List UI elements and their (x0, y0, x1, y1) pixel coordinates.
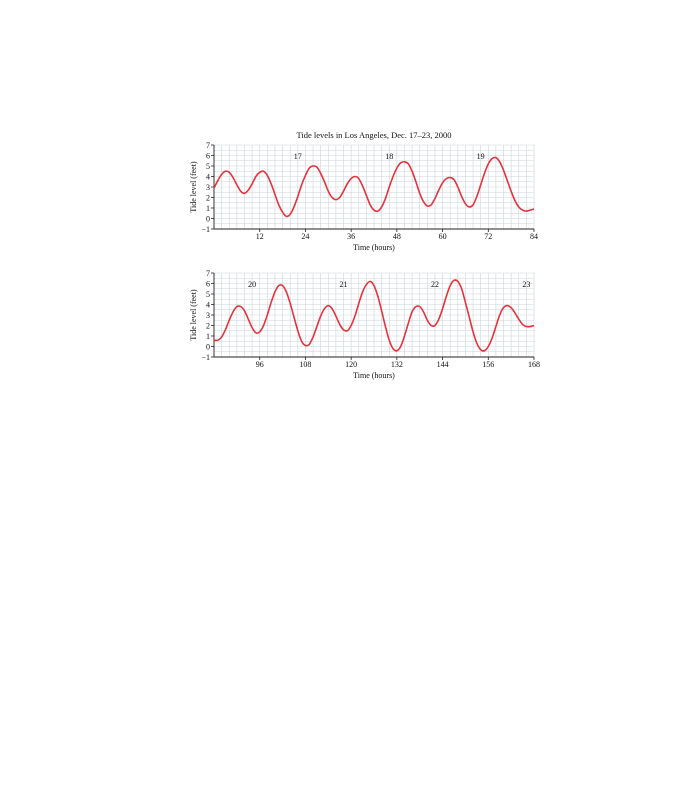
x-tick-label: 96 (256, 360, 264, 369)
x-tick-label: 12 (256, 232, 264, 241)
gridlines (213, 144, 535, 230)
y-tick-label: 6 (206, 152, 210, 161)
y-tick-label: 1 (206, 204, 210, 213)
y-tick-label: 7 (206, 141, 210, 150)
y-axis-label: Tide level (feet) (189, 289, 198, 341)
day-label: 20 (248, 280, 256, 289)
y-axis-label: Tide level (feet) (189, 161, 198, 213)
x-tick-label: 168 (528, 360, 540, 369)
y-tick-label: −1 (201, 225, 210, 234)
y-tick-label: 3 (206, 183, 210, 192)
chart-title: Tide levels in Los Angeles, Dec. 17–23, … (296, 130, 451, 140)
x-tick-label: 156 (482, 360, 494, 369)
day-label: 18 (385, 152, 393, 161)
y-tick-label: 0 (206, 215, 210, 224)
day-label: 19 (477, 152, 485, 161)
day-label: 22 (431, 280, 439, 289)
gridlines (213, 272, 535, 358)
x-tick-label: 108 (299, 360, 311, 369)
day-label: 23 (522, 280, 530, 289)
x-tick-label: 36 (347, 232, 355, 241)
y-tick-label: 1 (206, 332, 210, 341)
tide-series (213, 279, 535, 352)
y-tick-label: 4 (206, 173, 210, 182)
y-tick-labels: −10 12 34 56 7 (201, 141, 214, 234)
y-tick-label: −1 (201, 353, 210, 362)
x-tick-label: 60 (439, 232, 447, 241)
x-tick-labels: 12 24 36 48 60 72 84 (256, 229, 538, 241)
y-tick-label: 5 (206, 290, 210, 299)
x-tick-label: 132 (391, 360, 403, 369)
x-tick-label: 144 (437, 360, 449, 369)
y-tick-label: 0 (206, 343, 210, 352)
y-tick-label: 2 (206, 194, 210, 203)
x-tick-label: 24 (301, 232, 309, 241)
day-label: 17 (294, 152, 302, 161)
day-labels: 17 18 19 (294, 152, 485, 161)
y-tick-label: 4 (206, 301, 210, 310)
y-tick-label: 7 (206, 269, 210, 278)
x-tick-labels: 96 108 120 132 144 156 168 (256, 357, 540, 369)
tide-level-line (213, 279, 535, 352)
y-tick-label: 6 (206, 280, 210, 289)
tide-panel-dec-17-19: 12 24 36 48 60 72 84 −10 12 34 56 7 17 18 19 Time (h… (189, 141, 538, 252)
y-tick-label: 3 (206, 311, 210, 320)
x-tick-label: 72 (484, 232, 492, 241)
tide-series (213, 156, 535, 218)
y-tick-label: 2 (206, 322, 210, 331)
y-tick-labels: −10 12 34 56 7 (201, 269, 214, 362)
x-tick-label: 120 (345, 360, 357, 369)
day-label: 21 (340, 280, 348, 289)
x-axis-label: Time (hours) (353, 243, 395, 252)
tide-level-line (213, 156, 535, 218)
day-labels: 20 21 22 23 (248, 280, 530, 289)
x-tick-label: 84 (530, 232, 538, 241)
y-tick-label: 5 (206, 162, 210, 171)
x-axis-label: Time (hours) (353, 371, 395, 380)
x-tick-label: 48 (393, 232, 401, 241)
